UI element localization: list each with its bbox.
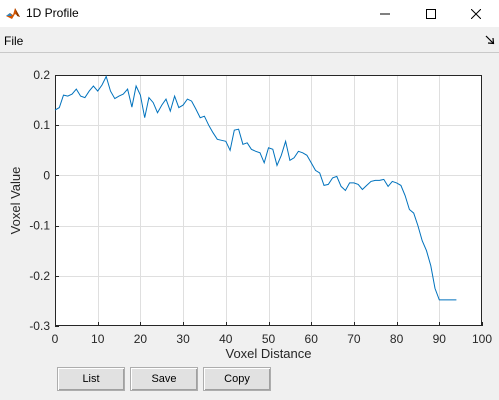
minimize-icon <box>380 9 390 19</box>
x-tick-label: 10 <box>91 332 105 346</box>
x-tick-label: 50 <box>262 332 276 346</box>
x-tick-label: 20 <box>134 332 148 346</box>
x-tick-label: 80 <box>390 332 404 346</box>
x-tick-label: 40 <box>219 332 233 346</box>
maximize-icon <box>426 9 436 19</box>
plot-area: 0 10 20 30 40 50 60 70 80 90 100 0.2 0.1 0 -0.1 -0.2 -0.… <box>0 53 499 365</box>
copy-button[interactable]: Copy <box>203 367 271 391</box>
list-button[interactable]: List <box>57 367 125 391</box>
window-title: 1D Profile <box>26 6 79 20</box>
y-tick-label: 0.1 <box>33 118 50 132</box>
x-tick-label: 70 <box>347 332 361 346</box>
y-tick-label: -0.2 <box>29 269 50 283</box>
y-tick-label: 0 <box>43 168 50 182</box>
y-tick-label: -0.1 <box>29 219 50 233</box>
close-button[interactable] <box>453 0 499 27</box>
profile-chart[interactable]: 0 10 20 30 40 50 60 70 80 90 100 0.2 0.1 0 -0.1 -0.2 -0.… <box>0 53 499 365</box>
x-tick-label: 30 <box>176 332 190 346</box>
maximize-button[interactable] <box>408 0 454 27</box>
undock-arrow-icon[interactable] <box>485 35 495 45</box>
x-tick-label: 0 <box>52 332 59 346</box>
x-axis-label: Voxel Distance <box>226 346 312 361</box>
menu-file[interactable]: File <box>4 34 23 48</box>
y-tick-label: 0.2 <box>33 68 50 82</box>
y-tick-label: -0.3 <box>29 319 50 333</box>
minimize-button[interactable] <box>362 0 408 27</box>
axes-background <box>55 75 482 326</box>
x-tick-label: 90 <box>433 332 447 346</box>
matlab-icon <box>5 5 21 21</box>
menu-bar: File <box>0 28 499 53</box>
y-axis-label: Voxel Value <box>8 167 23 235</box>
save-button[interactable]: Save <box>130 367 198 391</box>
x-tick-label: 60 <box>305 332 319 346</box>
x-tick-label: 100 <box>472 332 492 346</box>
title-bar: 1D Profile <box>0 0 499 28</box>
close-icon <box>471 9 481 19</box>
